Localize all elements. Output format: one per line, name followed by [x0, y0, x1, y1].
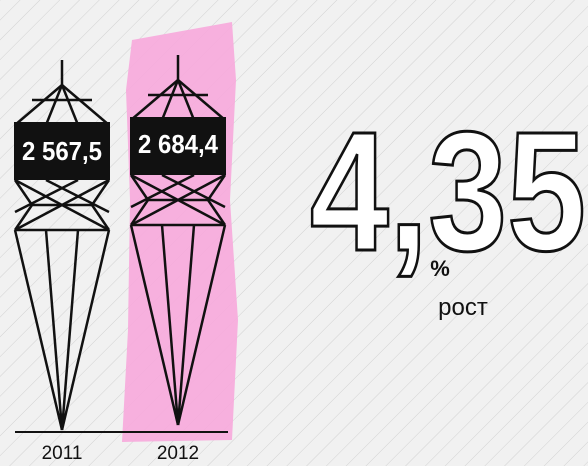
growth-unit: % — [430, 256, 450, 281]
value-label: 2 684,4 — [138, 129, 218, 159]
growth-label: рост — [438, 294, 488, 321]
value-label: 2 567,5 — [22, 136, 102, 166]
year-label: 2011 — [42, 443, 83, 464]
infographic: 2 567,5 2 684,4 2011 2012 4,35 % рост — [0, 0, 588, 466]
year-label: 2012 — [157, 443, 199, 464]
